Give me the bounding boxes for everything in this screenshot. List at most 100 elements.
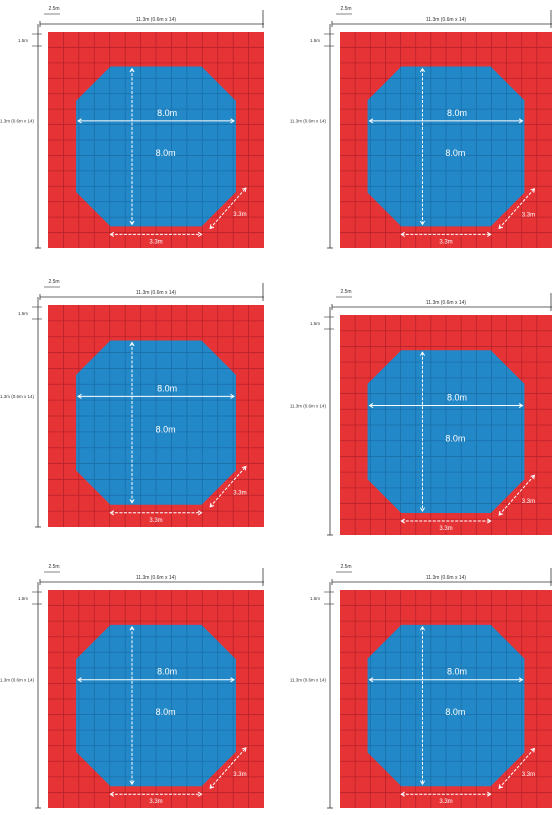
pool-height-label: 8.0m <box>445 433 465 443</box>
dimension-arrow-icon <box>197 510 203 516</box>
overall-height-label: 11.3m (0.6m x 14) <box>0 678 34 683</box>
dimension-arrow-icon <box>498 510 504 516</box>
pool-plan-3: 8.0m 8.0m 3.3m 3.3m 11.3m (0.6m x 14) 2.5m 1.5… <box>0 279 264 528</box>
pool-height-label: 8.0m <box>156 425 176 435</box>
offset-label: 1.5m <box>310 321 320 326</box>
dimension-arrow-icon <box>487 231 492 237</box>
pool-plan-6: 8.0m 8.0m 3.3m 3.3m 11.3m (0.6m x 14) 2.5m 1.5… <box>290 564 552 809</box>
dimension-arrow-icon <box>368 118 374 124</box>
top-offset-label: 2.5m <box>340 564 351 570</box>
overall-width-label: 11.3m (0.6m x 14) <box>426 300 467 306</box>
dimension-arrow-icon <box>400 791 405 797</box>
bottom-edge-label: 3.3m <box>439 799 452 805</box>
diagonal-edge-label: 3.3m <box>233 772 246 778</box>
pool-width-label: 8.0m <box>157 383 177 393</box>
dimension-arrow-icon <box>129 780 135 786</box>
bottom-edge-label: 3.3m <box>439 239 452 245</box>
top-offset-label: 2.5m <box>48 6 59 12</box>
dimension-arrow-icon <box>498 784 504 789</box>
pool-height-label: 8.0m <box>156 148 176 158</box>
offset-label: 1.5m <box>310 596 320 601</box>
dimension-arrow-icon <box>241 747 247 752</box>
dimension-arrow-icon <box>77 677 82 683</box>
bottom-edge-label: 3.3m <box>149 799 162 805</box>
pool-width-label: 8.0m <box>447 667 467 677</box>
offset-label: 1.5m <box>310 38 320 43</box>
dimension-arrow-icon <box>209 784 215 789</box>
overall-height-label: 11.3m (0.6m x 14) <box>290 403 327 408</box>
dimension-arrow-icon <box>197 791 203 797</box>
dimension-arrow-icon <box>129 220 135 226</box>
dimension-arrow-icon <box>230 677 235 683</box>
pool-width-label: 8.0m <box>447 393 467 403</box>
overall-height-label: 11.3m (0.6m x 14) <box>290 119 327 124</box>
dimension-arrow-icon <box>241 187 247 193</box>
dimension-arrow-icon <box>400 518 405 524</box>
pool-height-label: 8.0m <box>445 707 465 717</box>
dimension-arrow-icon <box>419 507 425 512</box>
dimension-arrow-icon <box>368 403 374 409</box>
offset-label: 1.5m <box>18 311 28 316</box>
diagonal-edge-label: 3.3m <box>233 490 246 496</box>
dimension-arrow-icon <box>368 677 374 683</box>
dimension-arrow-icon <box>129 499 135 504</box>
dimension-arrow-icon <box>498 224 504 230</box>
dimension-arrow-icon <box>209 502 215 508</box>
top-offset-label: 2.5m <box>48 279 59 285</box>
pool-width-label: 8.0m <box>157 667 177 677</box>
dimension-arrow-icon <box>530 747 536 753</box>
dimension-arrow-icon <box>209 224 215 230</box>
pool-plan-4: 8.0m 8.0m 3.3m 3.3m 11.3m (0.6m x 14) 2.5m 1.5… <box>290 289 552 536</box>
dimension-arrow-icon <box>230 393 235 399</box>
dimension-arrow-icon <box>129 625 135 631</box>
pool-width-label: 8.0m <box>447 108 467 118</box>
dimension-arrow-icon <box>487 518 492 524</box>
dimension-arrow-icon <box>230 118 235 124</box>
dimension-arrow-icon <box>487 791 492 797</box>
top-offset-label: 2.5m <box>340 6 351 12</box>
dimension-arrow-icon <box>419 625 425 631</box>
overall-height-label: 11.3m (0.6m x 14) <box>0 394 34 399</box>
dimension-arrow-icon <box>241 465 247 471</box>
bottom-edge-label: 3.3m <box>149 239 162 245</box>
bottom-edge-label: 3.3m <box>439 526 452 532</box>
dimension-arrow-icon <box>518 677 524 683</box>
offset-label: 1.5m <box>18 38 28 43</box>
dimension-arrow-icon <box>109 231 115 237</box>
dimension-arrow-icon <box>419 220 425 226</box>
dimension-arrow-icon <box>419 67 425 73</box>
dimension-arrow-icon <box>400 231 405 237</box>
dimension-arrow-icon <box>129 67 135 73</box>
dimension-arrow-icon <box>77 393 82 399</box>
overall-width-label: 11.3m (0.6m x 14) <box>136 290 177 296</box>
pool-height-label: 8.0m <box>445 148 465 158</box>
pool-plan-1: 8.0m 8.0m 3.3m 3.3m 11.3m (0.6m x 14) 2.5m 1.5… <box>0 6 264 249</box>
diagonal-edge-label: 3.3m <box>233 212 246 218</box>
dimension-arrow-icon <box>419 351 425 356</box>
dimension-arrow-icon <box>518 403 524 409</box>
dimension-arrow-icon <box>197 231 203 237</box>
overall-width-label: 11.3m (0.6m x 14) <box>136 575 177 581</box>
overall-width-label: 11.3m (0.6m x 14) <box>426 575 467 581</box>
offset-label: 1.5m <box>18 596 28 601</box>
pool-width-label: 8.0m <box>157 108 177 118</box>
dimension-arrow-icon <box>419 780 425 786</box>
top-offset-label: 2.5m <box>48 564 59 570</box>
dimension-arrow-icon <box>109 510 115 516</box>
overall-height-label: 11.3m (0.6m x 14) <box>290 678 327 683</box>
dimension-arrow-icon <box>530 474 536 480</box>
overall-width-label: 11.3m (0.6m x 14) <box>136 17 177 23</box>
dimension-arrow-icon <box>518 118 524 124</box>
pool-plan-5: 8.0m 8.0m 3.3m 3.3m 11.3m (0.6m x 14) 2.5m 1.5… <box>0 564 264 809</box>
overall-height-label: 11.3m (0.6m x 14) <box>0 119 34 124</box>
dimension-arrow-icon <box>530 187 536 193</box>
diagonal-edge-label: 3.3m <box>522 772 535 778</box>
dimension-arrow-icon <box>77 118 82 124</box>
bottom-edge-label: 3.3m <box>149 518 162 524</box>
top-offset-label: 2.5m <box>340 289 351 295</box>
pool-plan-2: 8.0m 8.0m 3.3m 3.3m 11.3m (0.6m x 14) 2.5m 1.5… <box>290 6 552 249</box>
diagonal-edge-label: 3.3m <box>522 499 535 505</box>
dimension-arrow-icon <box>129 341 135 347</box>
